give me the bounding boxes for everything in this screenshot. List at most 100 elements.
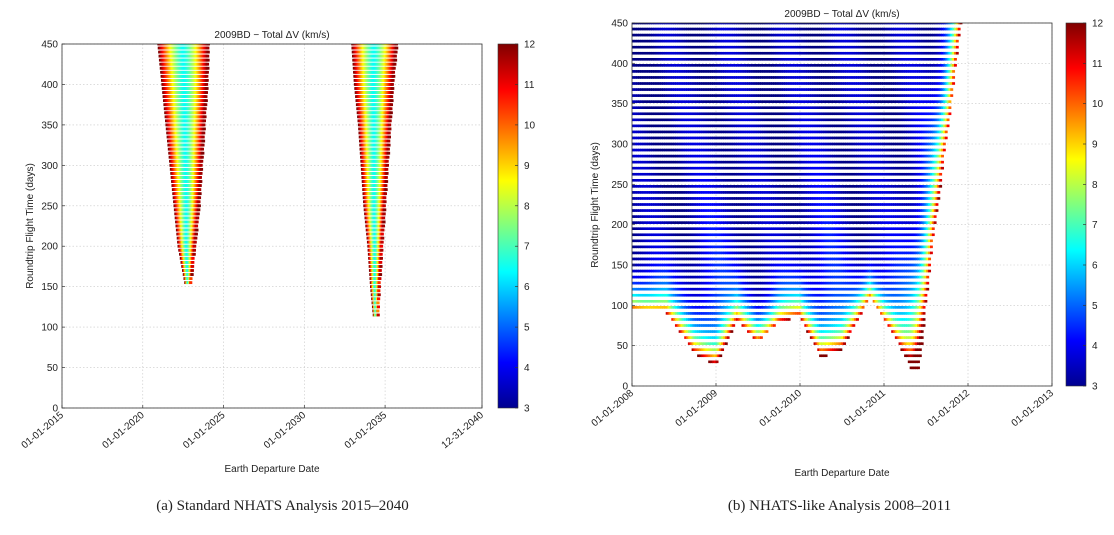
panel-b-point [663, 23, 667, 25]
panel-b-point [647, 51, 651, 55]
panel-b-point [813, 33, 817, 37]
panel-b-point [723, 45, 726, 49]
panel-b-point [844, 51, 848, 55]
panel-b-point [730, 51, 734, 55]
panel-b-point [735, 23, 739, 25]
panel-a-colorbar [497, 43, 519, 409]
panel-b-point [702, 33, 706, 37]
panel-b-point [793, 58, 797, 61]
panel-b-point [735, 58, 739, 61]
panel-b-point [865, 51, 869, 55]
panel-b-point [778, 27, 782, 31]
panel-b-point [876, 45, 880, 49]
panel-b-point [856, 33, 859, 37]
panel-b-point [717, 27, 721, 31]
panel-b-point [662, 27, 665, 31]
panel-b-point [881, 45, 885, 49]
panel-a-x-tick-label: 01-01-2035 [343, 410, 390, 452]
panel-a-point [388, 127, 392, 131]
panel-b-point [708, 39, 712, 43]
panel-b-point [676, 33, 680, 37]
panel-b-point [798, 51, 802, 55]
panel-a-y-tick-label: 300 [41, 161, 58, 172]
panel-b-point [783, 45, 787, 49]
panel-b-point [706, 58, 710, 61]
panel-b-point [636, 45, 640, 49]
panel-b-point [885, 45, 889, 49]
panel-b-point [780, 58, 784, 61]
panel-b-point [719, 39, 723, 43]
panel-b-point [660, 23, 664, 25]
panel-b-point [809, 33, 813, 37]
panel-b-point [811, 51, 815, 55]
panel-b-point [639, 64, 643, 67]
panel-b-point [776, 33, 780, 37]
panel-b-point [713, 23, 717, 25]
panel-a-point [376, 297, 381, 301]
panel-b-point [909, 33, 913, 37]
panel-b-point [732, 51, 736, 55]
panel-b-point [868, 23, 872, 25]
panel-b-point [820, 51, 824, 55]
panel-b-point [955, 51, 959, 55]
panel-a-point [200, 147, 204, 151]
panel-b-point [747, 39, 750, 43]
panel-b-point [676, 23, 680, 25]
panel-b-point [700, 51, 704, 55]
panel-b-point [952, 39, 956, 43]
panel-b-point [817, 39, 821, 43]
panel-a-point [376, 309, 380, 313]
panel-b-point [723, 51, 726, 55]
panel-b-point [867, 51, 871, 55]
panel-a-point [194, 232, 198, 236]
panel-b-point [634, 39, 638, 43]
panel-a-point [381, 216, 386, 220]
panel-b-point [859, 58, 863, 61]
panel-b-point [863, 39, 867, 43]
panel-b-point [791, 39, 795, 43]
panel-b-point [639, 23, 643, 25]
panel-b-point [658, 27, 662, 31]
panel-b-point [660, 64, 664, 67]
panel-b-point [643, 23, 647, 25]
panel-b-point [811, 33, 815, 37]
panel-b-point [663, 33, 667, 37]
panel-b-point [833, 51, 837, 55]
panel-b-point [650, 27, 654, 31]
panel-b-point [693, 39, 697, 43]
panel-b-point [935, 45, 939, 49]
panel-b-point [826, 27, 830, 31]
panel-b-point [896, 27, 900, 31]
panel-b-point [942, 39, 946, 43]
panel-b-point [715, 27, 719, 31]
panel-b-point [693, 58, 697, 61]
panel-b-point [752, 39, 756, 43]
panel-a-point [380, 240, 384, 244]
panel-b-point [724, 51, 728, 55]
panel-b-point [632, 27, 636, 31]
panel-b-point [868, 58, 872, 61]
panel-b-point [776, 45, 780, 49]
panel-b-point [726, 58, 730, 61]
panel-b-point [954, 23, 957, 25]
panel-b-point [778, 51, 782, 55]
panel-b-point [902, 45, 906, 49]
panel-b-point [698, 39, 702, 43]
panel-b-point [839, 27, 843, 31]
panel-b-point [905, 23, 909, 25]
panel-b-point [898, 27, 902, 31]
panel-b-point [856, 51, 859, 55]
panel-b-point [673, 23, 677, 25]
panel-b-point [734, 39, 737, 43]
panel-b-point [905, 27, 909, 31]
panel-b-point [856, 27, 859, 31]
panel-b-point [785, 45, 789, 49]
panel-b-point [686, 45, 689, 49]
panel-b-point [767, 58, 771, 61]
panel-b-point [769, 23, 773, 25]
panel-b-point [671, 23, 675, 25]
panel-b-point [911, 45, 915, 49]
panel-b-point [658, 45, 662, 49]
panel-a-point [387, 131, 391, 135]
panel-b-point [931, 58, 935, 61]
